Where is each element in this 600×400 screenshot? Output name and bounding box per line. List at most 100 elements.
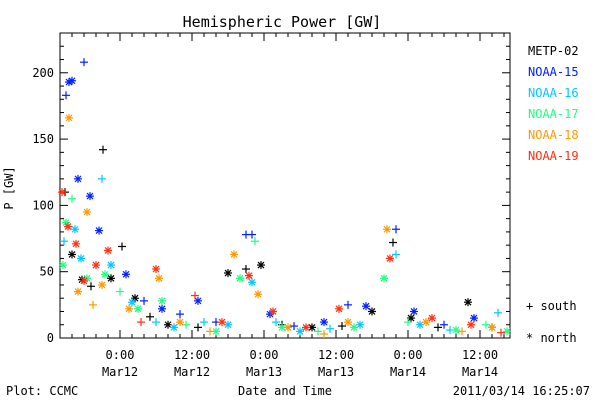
data-point-north (383, 225, 391, 234)
x-tick-time-label: 12:00 (318, 348, 354, 362)
x-tick-time-label: 12:00 (174, 348, 210, 362)
data-point-north (416, 320, 424, 329)
data-point-south (206, 327, 214, 336)
data-point-south (68, 194, 76, 203)
x-tick-date-label: Mar13 (318, 365, 354, 379)
data-point-south (320, 330, 328, 339)
x-tick-time-label: 12:00 (462, 348, 498, 362)
data-point-north (152, 265, 160, 274)
data-point-north (296, 327, 304, 336)
data-point-north (68, 76, 76, 85)
data-point-north (320, 318, 328, 327)
data-point-north (467, 320, 475, 329)
data-point-north (230, 250, 238, 259)
x-tick-date-label: Mar12 (174, 365, 210, 379)
data-point-north (107, 274, 115, 283)
data-point-south (458, 327, 466, 336)
data-point-south (392, 225, 400, 234)
x-tick-time-label: 0:00 (106, 348, 135, 362)
data-point-south (314, 327, 322, 336)
plot-frame (59, 32, 511, 339)
data-point-south (99, 145, 107, 154)
data-point-south (146, 312, 154, 321)
data-point-south (80, 58, 88, 67)
footer-timestamp: 2011/03/14 16:25:07 (453, 384, 590, 398)
footer-source: Plot: CCMC (6, 384, 78, 398)
data-point-north (92, 261, 100, 270)
data-point-south (194, 323, 202, 332)
data-point-north (83, 208, 91, 217)
data-point-north (86, 192, 94, 201)
data-point-north (350, 323, 358, 332)
data-point-north (104, 246, 112, 255)
data-point-south (137, 318, 145, 327)
data-point-north (254, 290, 262, 299)
legend-entry: NOAA-15 (528, 65, 579, 79)
legend-entry: METP-02 (528, 44, 579, 58)
data-point-north (59, 261, 67, 270)
y-tick-label: 0 (47, 331, 54, 345)
data-point-north (101, 270, 109, 279)
data-point-north (362, 302, 370, 311)
data-point-north (269, 307, 277, 316)
data-point-south (191, 291, 199, 300)
y-axis-label: P [GW] (2, 166, 16, 209)
data-point-south (344, 300, 352, 309)
data-point-north (125, 304, 133, 313)
data-point-north (236, 274, 244, 283)
y-axis-ticks: 0 50 100 150 200 (32, 32, 510, 345)
data-point-north (80, 276, 88, 285)
data-point-south (248, 230, 256, 239)
x-tick-date-label: Mar14 (462, 365, 498, 379)
data-point-north (107, 261, 115, 270)
data-point-north (452, 326, 460, 335)
data-point-north (245, 271, 253, 280)
data-point-north (68, 250, 76, 259)
data-point-north (488, 323, 496, 332)
data-point-south (338, 322, 346, 331)
data-point-north (194, 296, 202, 305)
data-point-south (497, 328, 505, 337)
data-point-north (158, 296, 166, 305)
data-point-south (176, 310, 184, 319)
x-axis-ticks: 0:00 Mar12 12:00 Mar12 0:00 Mar13 12:00 Mar13 0:… (59, 33, 505, 379)
data-point-north (128, 298, 136, 307)
data-point-south (89, 300, 97, 309)
x-tick-time-label: 0:00 (394, 348, 423, 362)
data-point-north (284, 323, 292, 332)
data-point-north (257, 261, 265, 270)
data-point-south (152, 318, 160, 327)
data-point-north (95, 226, 103, 235)
data-point-south (389, 238, 397, 247)
data-point-north (71, 225, 79, 234)
data-point-north (428, 314, 436, 323)
data-point-north (98, 280, 106, 289)
data-point-north (422, 318, 430, 327)
data-point-south (440, 320, 448, 329)
data-point-south (116, 287, 124, 296)
data-point-north (248, 278, 256, 287)
y-tick-label: 50 (40, 265, 54, 279)
data-point-south (62, 91, 70, 100)
data-points (58, 58, 511, 339)
data-point-south (98, 174, 106, 183)
data-point-north (64, 222, 72, 231)
chart-title: Hemispheric Power [GW] (183, 13, 382, 31)
legend-north-marker: * north (526, 331, 577, 345)
data-point-north (77, 254, 85, 263)
data-point-south (87, 282, 95, 291)
data-point-north (65, 113, 73, 122)
data-point-north (410, 307, 418, 316)
data-point-north (155, 274, 163, 283)
data-point-north (302, 323, 310, 332)
y-tick-label: 200 (32, 66, 54, 80)
data-point-south (200, 318, 208, 327)
data-point-south (272, 318, 280, 327)
legend-entry: NOAA-19 (528, 149, 579, 163)
data-point-south (494, 308, 502, 317)
data-point-north (335, 304, 343, 313)
data-point-north (212, 327, 220, 336)
data-point-north (158, 304, 166, 313)
y-tick-label: 150 (32, 132, 54, 146)
